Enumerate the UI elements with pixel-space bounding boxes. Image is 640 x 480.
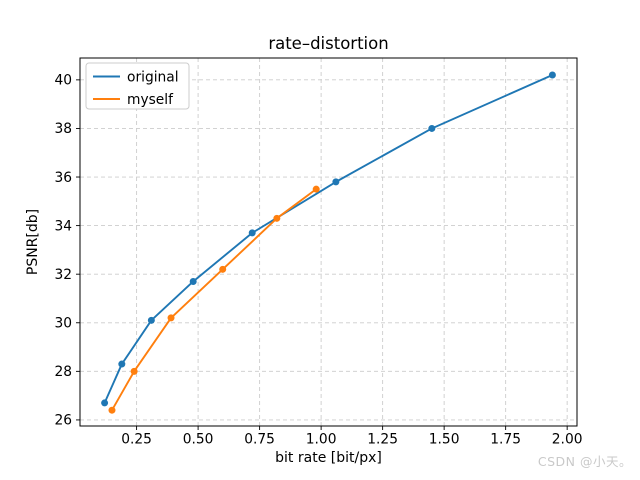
- y-axis-label: PSNR[db]: [25, 208, 41, 276]
- y-tick-label: 32: [54, 267, 72, 283]
- data-point-original: [118, 360, 126, 368]
- y-tick-label: 30: [54, 316, 72, 332]
- y-tick-label: 40: [54, 73, 72, 89]
- x-tick-label: 0.25: [121, 432, 152, 448]
- data-point-original: [548, 71, 556, 79]
- data-point-original: [248, 229, 256, 237]
- x-axis-label: bit rate [bit/px]: [275, 450, 382, 466]
- series-line-myself: [111, 188, 318, 412]
- x-tick-label: 1.75: [490, 432, 521, 448]
- x-tick-label: 1.00: [306, 432, 337, 448]
- data-point-original: [101, 399, 109, 407]
- data-point-myself: [108, 406, 116, 414]
- data-point-original: [428, 124, 436, 132]
- x-tick-label: 2.00: [552, 432, 583, 448]
- data-point-myself: [273, 214, 281, 222]
- data-point-myself: [130, 367, 138, 375]
- data-point-myself: [312, 185, 320, 193]
- legend-box: [85, 62, 190, 110]
- legend-label-myself: myself: [127, 92, 174, 108]
- y-tick-label: 28: [54, 364, 72, 380]
- y-tick-label: 38: [54, 121, 72, 137]
- series-line-original: [103, 74, 554, 404]
- data-point-original: [147, 316, 155, 324]
- legend-label-original: original: [127, 69, 179, 85]
- x-tick-label: 1.25: [367, 432, 398, 448]
- data-point-original: [189, 277, 197, 285]
- watermark: CSDN @小天。: [537, 454, 632, 469]
- y-tick-label: 36: [54, 170, 72, 186]
- x-tick-label: 0.75: [244, 432, 275, 448]
- data-point-myself: [167, 314, 175, 322]
- plot-border: [79, 57, 578, 427]
- data-point-myself: [219, 265, 227, 273]
- y-tick-label: 34: [54, 218, 72, 234]
- data-point-original: [332, 178, 340, 186]
- y-tick-label: 26: [54, 413, 72, 429]
- x-tick-label: 0.50: [183, 432, 214, 448]
- x-tick-label: 1.50: [429, 432, 460, 448]
- chart-title: rate–distortion: [268, 34, 389, 53]
